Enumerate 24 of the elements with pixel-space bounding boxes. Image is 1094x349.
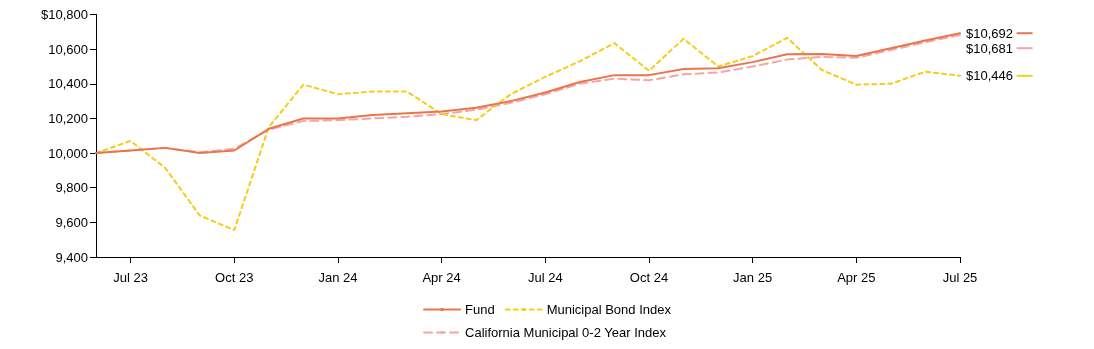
y-tick-label: 10,400 <box>48 76 88 92</box>
y-tick-label: $10,800 <box>41 7 88 22</box>
legend-label: California Municipal 0-2 Year Index <box>465 325 667 340</box>
x-tick-label: Jul 25 <box>942 270 978 285</box>
x-tick-label: Jan 25 <box>733 270 773 285</box>
x-tick-label: Jul 24 <box>527 270 563 285</box>
legend-label: Municipal Bond Index <box>546 302 672 317</box>
y-tick-label: 10,600 <box>48 41 88 57</box>
y-tick-label: 10,200 <box>48 110 88 126</box>
data-label: $10,692 <box>966 25 1017 41</box>
x-tick-label: Jan 24 <box>318 270 358 285</box>
data-label: $10,681 <box>966 40 1017 56</box>
line-series <box>95 36 961 232</box>
y-tick-label: 10,000 <box>48 145 88 161</box>
x-tick-label: Jul 23 <box>113 270 148 285</box>
x-tick-label: Apr 24 <box>422 270 461 285</box>
x-tick-label: Oct 24 <box>629 270 669 285</box>
y-tick-label: 9,600 <box>55 214 88 230</box>
x-tick-label: Apr 25 <box>837 270 876 285</box>
legend-label: Fund <box>465 302 495 317</box>
data-label: $10,446 <box>966 68 1017 84</box>
y-tick-label: 9,800 <box>55 180 88 196</box>
y-tick-label: 9,400 <box>55 249 88 265</box>
x-tick-label: Oct 23 <box>215 270 254 285</box>
